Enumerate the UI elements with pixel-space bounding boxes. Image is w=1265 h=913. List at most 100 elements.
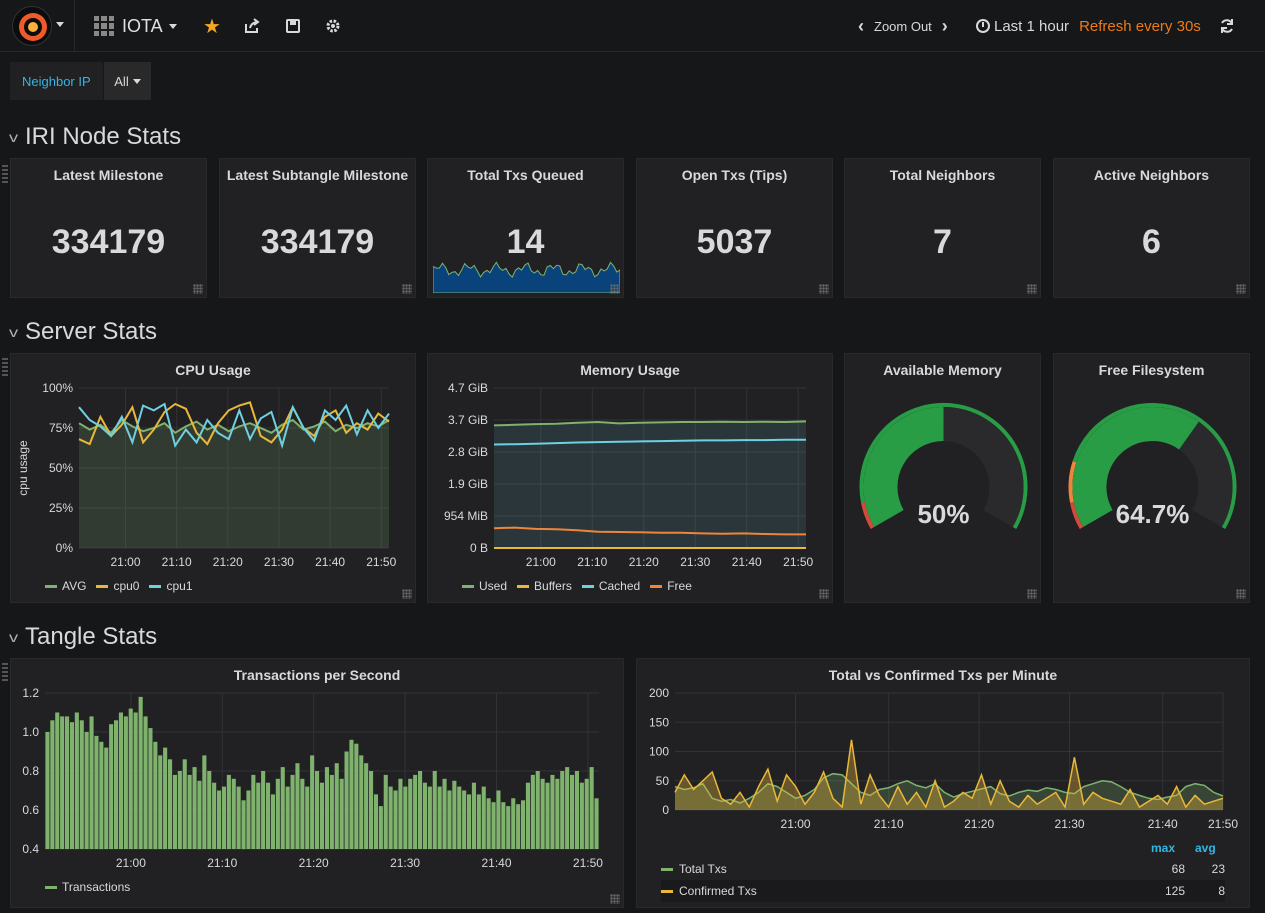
refresh-icon[interactable] [1215,14,1239,38]
bar [388,786,393,849]
y-tick-label: 50% [49,461,73,475]
bar [452,780,457,850]
share-icon[interactable] [240,14,264,38]
row-title-tangle[interactable]: v Tangle Stats [8,622,157,652]
total-vs-confirmed-chart: 0 50 100 150 200 21:00 21:10 21:20 21:30 21:40 21:… [649,686,1238,831]
bar [172,774,177,849]
legend-swatch [661,889,673,893]
bar [579,782,584,849]
star-icon[interactable]: ★ [203,15,221,38]
stat-value: 6 [1142,223,1161,261]
legend-item[interactable]: Free [650,579,692,593]
legend-item[interactable]: Transactions [45,880,130,894]
bar [339,778,344,849]
resize-handle-icon[interactable] [402,284,412,294]
time-back-chevron-icon[interactable]: ‹ [858,15,864,36]
transactions-per-second-chart: 0.4 0.6 0.8 1.0 1.2 21:00 21:10 21:20 21:30 21:40… [22,686,603,870]
row-collapse-chevron-icon[interactable]: v [8,629,19,645]
resize-handle-icon[interactable] [1236,589,1246,599]
legend-item[interactable]: Buffers [517,579,572,593]
bar [270,794,275,849]
bar [305,786,310,849]
resize-handle-icon[interactable] [402,589,412,599]
resize-handle-icon[interactable] [610,894,620,904]
bar [467,794,472,849]
legend-item[interactable]: cpu1 [149,579,193,593]
legend-label: cpu1 [166,579,193,593]
bar [123,716,128,849]
gear-icon[interactable] [321,14,345,38]
resize-handle-icon[interactable] [1236,284,1246,294]
legend-column-avg[interactable]: avg [1195,841,1216,855]
row-title-server[interactable]: v Server Stats [8,317,157,347]
resize-handle-icon[interactable] [610,284,620,294]
drag-handle[interactable] [2,663,8,681]
row-title-node[interactable]: v IRI Node Stats [8,122,181,152]
bar [217,790,222,849]
legend-swatch [96,584,109,588]
row-collapse-chevron-icon[interactable]: v [8,324,19,340]
menu-caret-icon[interactable] [56,22,64,27]
legend-series-name: Confirmed Txs [679,884,757,898]
bar [94,735,99,849]
legend-item[interactable]: Cached [581,579,640,593]
time-picker[interactable]: Last 1 hour Refresh every 30s [976,14,1201,38]
legend-swatch [581,584,594,588]
row-collapse-chevron-icon[interactable]: v [8,129,19,145]
top-navbar: IOTA ★ ‹ Zoom Out › Last 1 hour Refresh … [0,0,1265,52]
threshold-green [859,402,1028,529]
bar [560,771,565,849]
bar [50,720,55,849]
total-vs-confirmed-panel: Total vs Confirmed Txs per Minute 0 50 100… [636,658,1250,908]
drag-handle[interactable] [2,165,8,183]
y-tick-label: 25% [49,501,73,515]
threshold-orange [1068,461,1077,503]
legend-swatch [517,584,530,588]
bar [486,798,491,849]
bar [192,767,197,849]
time-forward-chevron-icon[interactable]: › [941,15,948,36]
legend-column-max[interactable]: max [1151,841,1176,855]
legend-item[interactable]: AVG [45,579,86,593]
bar [584,778,589,849]
panel-title: Latest Subtangle Milestone [226,167,409,183]
dashboard-picker-button[interactable]: IOTA [82,6,186,46]
bar [182,759,187,849]
variable-value: All [114,73,129,89]
bar [354,743,359,849]
bar [393,790,398,849]
dashboard-name: IOTA [122,15,163,36]
zoom-out-button[interactable]: Zoom Out [874,18,932,34]
bar [403,786,408,849]
gauge-value-arc [1072,407,1199,527]
resize-handle-icon[interactable] [819,589,829,599]
x-tick-label: 21:10 [207,856,237,870]
legend-item[interactable]: cpu0 [96,579,139,593]
legend-series-name: Total Txs [679,862,727,876]
y-tick-label: 0.6 [22,803,39,817]
bar [285,786,290,849]
bar [422,782,427,849]
series-line-cpu1 [78,402,390,450]
legend-row-confirmed[interactable]: Confirmed Txs 125 8 [661,880,1225,902]
resize-handle-icon[interactable] [1027,284,1037,294]
gauge: 50% [859,402,1028,529]
legend-row-total[interactable]: Total Txs 68 23 [661,858,1225,880]
bar [74,712,79,849]
legend-item[interactable]: Used [462,579,507,593]
bar [221,786,226,849]
y-tick-label: 3.7 GiB [448,413,488,427]
bar [437,786,442,849]
y-tick-label: 954 MiB [444,509,488,523]
y-tick-label: 200 [649,686,669,700]
variable-dropdown[interactable]: All [104,62,151,100]
avg-area [79,420,389,548]
save-icon[interactable] [281,14,305,38]
x-tick-label: 21:50 [366,555,396,569]
grafana-logo-icon[interactable] [12,6,52,46]
bar [60,716,65,849]
resize-handle-icon[interactable] [193,284,203,294]
resize-handle-icon[interactable] [1027,589,1037,599]
drag-handle[interactable] [2,358,8,376]
resize-handle-icon[interactable] [819,284,829,294]
